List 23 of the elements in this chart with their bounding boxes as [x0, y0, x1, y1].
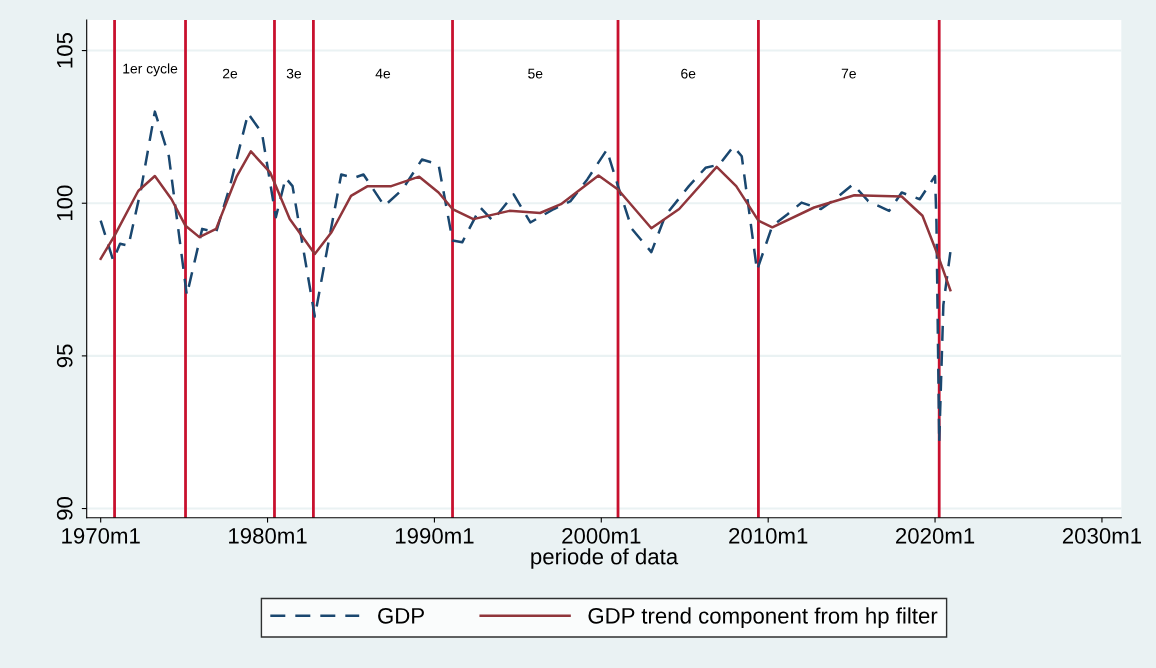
x-tick-label: 2000m1	[562, 528, 641, 544]
line-series	[99, 150, 952, 292]
line-series	[99, 110, 952, 444]
annotation: 6e	[681, 68, 696, 79]
annotation: 5e	[528, 68, 543, 79]
annotation: 3e	[286, 68, 302, 79]
legend-label: GDP	[378, 607, 424, 624]
x-tick-label: 2030m1	[1062, 528, 1142, 544]
x-tick-label: 1990m1	[395, 528, 474, 544]
y-tick-label: 105	[56, 32, 73, 68]
legend-label: GDP trend component from hp filter	[588, 607, 938, 629]
annotation: 2e	[222, 68, 238, 79]
x-tick-label: 2020m1	[896, 528, 975, 544]
x-axis-title: periode of data	[531, 548, 679, 569]
y-tick-label: 95	[56, 344, 73, 368]
annotation: 4e	[375, 68, 391, 79]
annotation: 7e	[841, 68, 856, 79]
annotation: 1er cycle	[123, 63, 178, 77]
x-tick-label: 2010m1	[729, 528, 808, 544]
y-tick-label: 100	[56, 185, 73, 221]
x-tick-label: 1970m1	[62, 528, 140, 544]
x-tick-label: 1980m1	[229, 528, 307, 544]
y-tick-label: 90	[56, 497, 73, 520]
